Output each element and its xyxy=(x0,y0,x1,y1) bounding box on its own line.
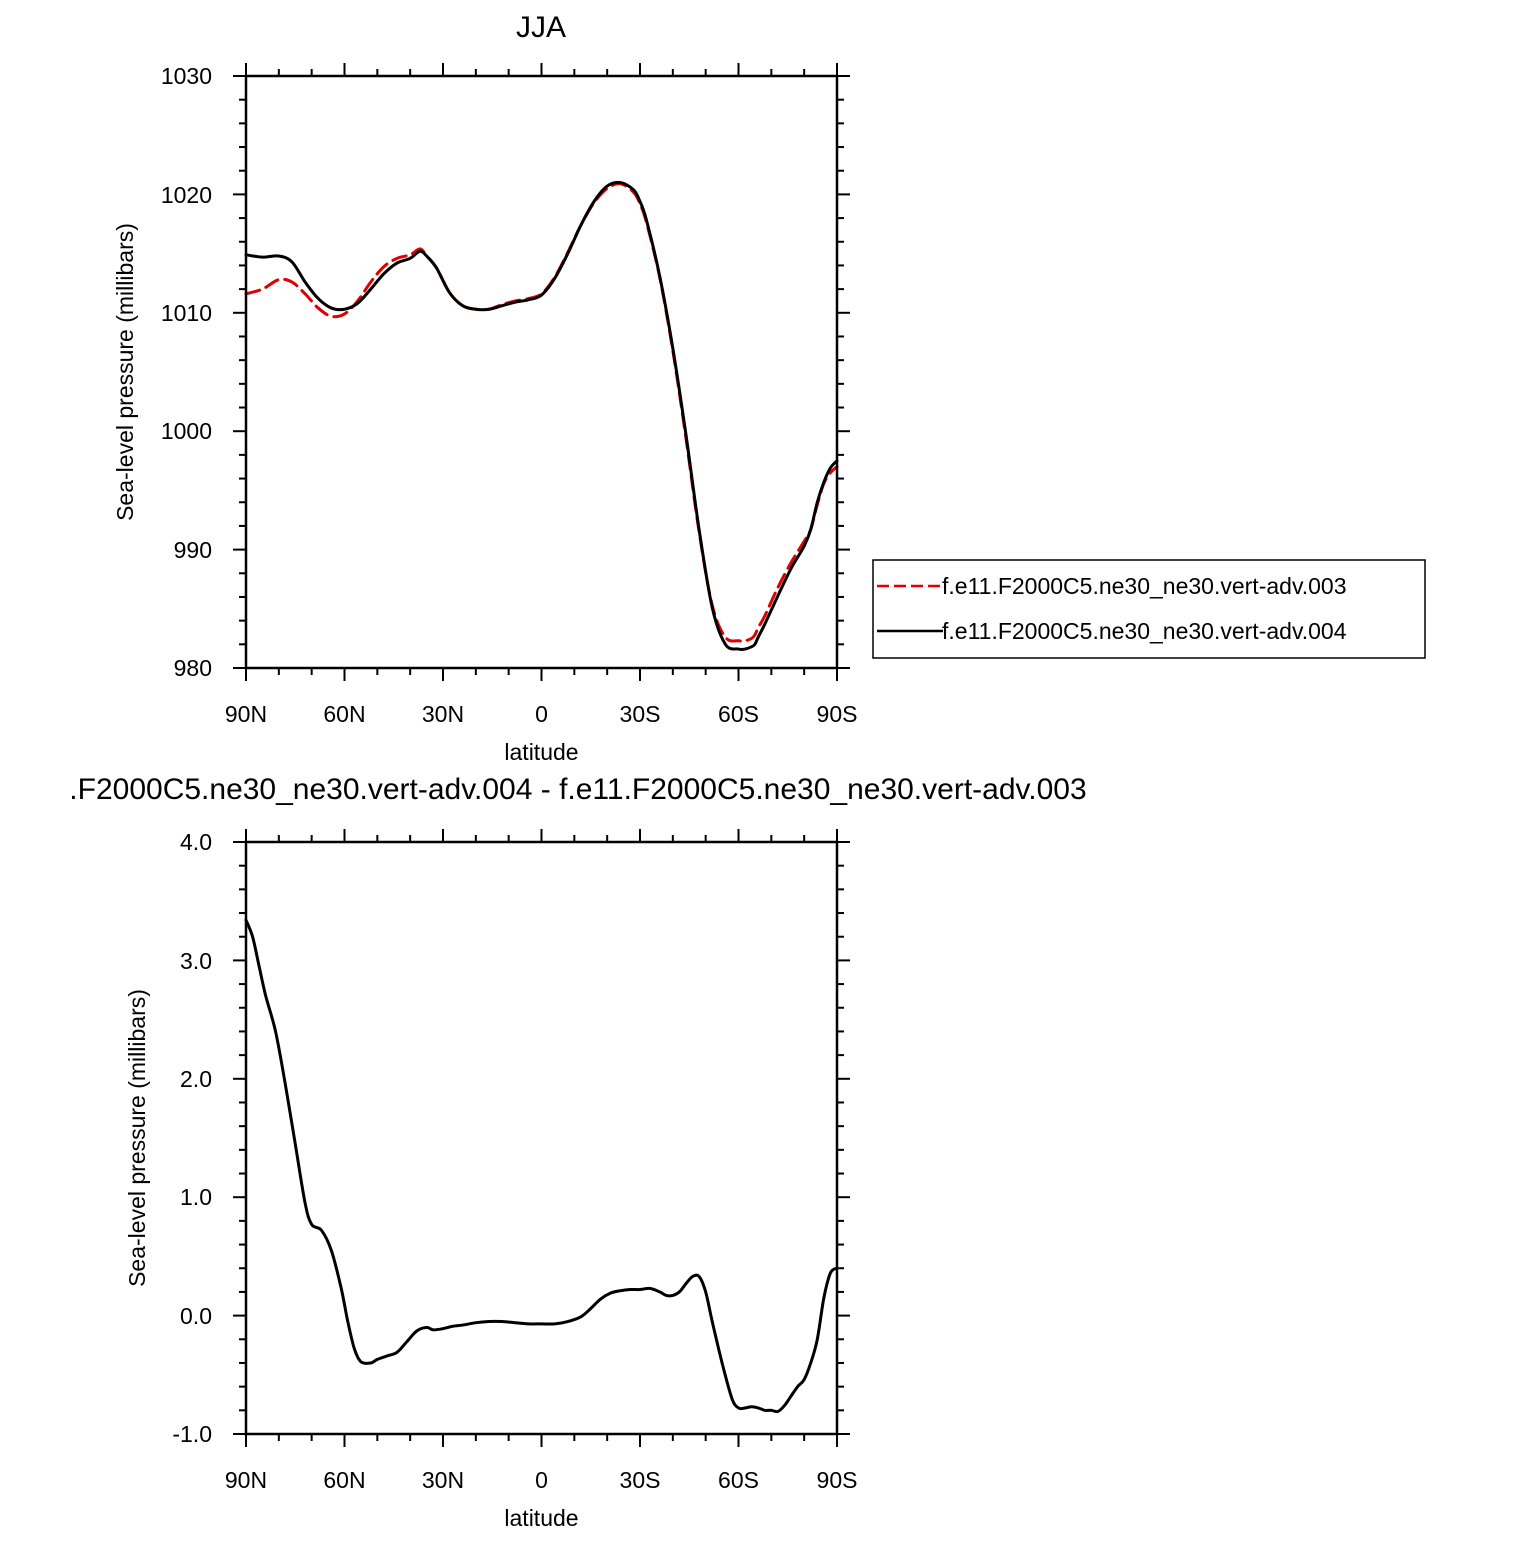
bottom-chart-title: .F2000C5.ne30_ne30.vert-adv.004 - f.e11.… xyxy=(69,773,1086,806)
bottom-chart-series xyxy=(246,920,837,1412)
top-y-tick-label-1: 990 xyxy=(174,537,212,563)
top-x-tick-label-0: 90N xyxy=(225,701,267,727)
bottom-chart: .F2000C5.ne30_ne30.vert-adv.004 - f.e11.… xyxy=(69,773,1086,1531)
bottom-x-tick-label-3: 0 xyxy=(535,1467,548,1493)
bottom-x-tick-label-1: 60N xyxy=(323,1467,365,1493)
bottom-x-tick-label-4: 30S xyxy=(620,1467,661,1493)
bottom-x-tick-label-0: 90N xyxy=(225,1467,267,1493)
bottom-y-tick-label-3: 2.0 xyxy=(180,1066,212,1092)
bottom-y-tick-label-4: 3.0 xyxy=(180,948,212,974)
top-chart-title: JJA xyxy=(516,11,566,44)
top-chart-ticks xyxy=(233,63,850,681)
bottom-y-tick-label-2: 1.0 xyxy=(180,1184,212,1210)
top-y-tick-label-3: 1010 xyxy=(161,300,212,326)
top-x-tick-label-1: 60N xyxy=(323,701,365,727)
top-y-tick-label-4: 1020 xyxy=(161,182,212,208)
top-chart-frame xyxy=(246,76,837,668)
top-x-tick-label-2: 30N xyxy=(422,701,464,727)
legend-label-series-004: f.e11.F2000C5.ne30_ne30.vert-adv.004 xyxy=(942,618,1347,644)
top-chart: JJA 980 990 1000 1010 1020 1030 90N 60N … xyxy=(112,11,1425,765)
bottom-x-tick-label-5: 60S xyxy=(718,1467,759,1493)
bottom-chart-frame xyxy=(246,842,837,1434)
bottom-series-line-0 xyxy=(246,920,837,1412)
bottom-x-tick-label-6: 90S xyxy=(817,1467,858,1493)
top-y-axis-label: Sea-level pressure (millibars) xyxy=(112,223,138,521)
legend: f.e11.F2000C5.ne30_ne30.vert-adv.003 f.e… xyxy=(873,560,1425,658)
bottom-x-tick-label-2: 30N xyxy=(422,1467,464,1493)
top-x-tick-label-3: 0 xyxy=(535,701,548,727)
bottom-chart-ticks xyxy=(233,829,850,1447)
top-y-tick-label-5: 1030 xyxy=(161,63,212,89)
bottom-y-tick-label-1: 0.0 xyxy=(180,1303,212,1329)
top-y-tick-label-0: 980 xyxy=(174,655,212,681)
top-y-tick-label-2: 1000 xyxy=(161,418,212,444)
top-series-line-0 xyxy=(246,184,837,641)
bottom-x-axis-label: latitude xyxy=(504,1505,578,1531)
bottom-y-tick-label-5: 4.0 xyxy=(180,829,212,855)
bottom-y-tick-label-0: -1.0 xyxy=(172,1421,212,1447)
bottom-y-axis-label: Sea-level pressure (millibars) xyxy=(124,989,150,1287)
top-x-tick-label-5: 60S xyxy=(718,701,759,727)
top-x-tick-label-6: 90S xyxy=(817,701,858,727)
top-x-axis-label: latitude xyxy=(504,739,578,765)
legend-label-series-003: f.e11.F2000C5.ne30_ne30.vert-adv.003 xyxy=(942,573,1347,599)
top-chart-series xyxy=(246,182,837,649)
top-series-line-1 xyxy=(246,182,837,649)
top-x-tick-label-4: 30S xyxy=(620,701,661,727)
